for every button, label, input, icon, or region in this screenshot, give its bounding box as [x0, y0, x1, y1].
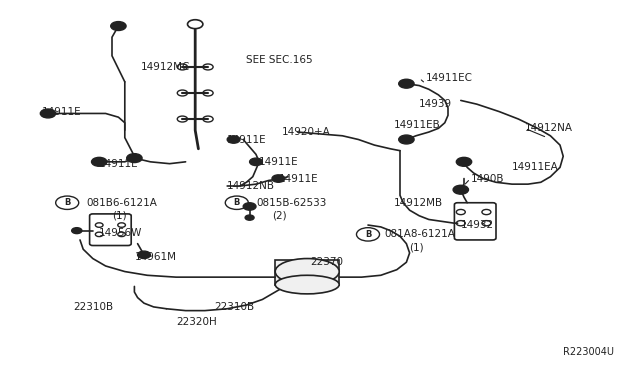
Text: 081A8-6121A: 081A8-6121A	[384, 230, 455, 239]
Text: 14920+A: 14920+A	[282, 127, 330, 137]
Circle shape	[245, 215, 254, 220]
Text: 14912MC: 14912MC	[141, 62, 190, 72]
Text: 14961M: 14961M	[134, 252, 177, 262]
Text: 14912NA: 14912NA	[525, 124, 573, 133]
Text: 14939: 14939	[419, 99, 452, 109]
Text: 14911E: 14911E	[99, 159, 139, 169]
Text: (1): (1)	[112, 211, 127, 221]
Circle shape	[399, 135, 414, 144]
Text: 1490B: 1490B	[470, 174, 504, 183]
Circle shape	[250, 158, 262, 166]
Text: 22310B: 22310B	[74, 302, 114, 312]
Circle shape	[456, 157, 472, 166]
Circle shape	[127, 154, 142, 163]
Text: 14911E: 14911E	[259, 157, 299, 167]
Circle shape	[92, 157, 107, 166]
Circle shape	[272, 175, 285, 182]
Circle shape	[453, 185, 468, 194]
Text: (1): (1)	[410, 243, 424, 252]
Circle shape	[399, 79, 414, 88]
Text: B: B	[64, 198, 70, 207]
Ellipse shape	[275, 275, 339, 294]
Ellipse shape	[275, 259, 339, 285]
Text: 22320H: 22320H	[176, 317, 217, 327]
FancyBboxPatch shape	[275, 260, 339, 285]
Circle shape	[227, 136, 240, 143]
Text: 14932: 14932	[461, 220, 494, 230]
Circle shape	[72, 228, 82, 234]
Text: 22370: 22370	[310, 257, 344, 267]
Text: (2): (2)	[272, 211, 287, 221]
Text: 14911EA: 14911EA	[512, 163, 559, 172]
Circle shape	[138, 251, 150, 259]
Text: R223004U: R223004U	[563, 347, 614, 357]
Text: 14911E: 14911E	[227, 135, 267, 144]
Text: 081B6-6121A: 081B6-6121A	[86, 198, 157, 208]
Text: 14912MB: 14912MB	[394, 198, 443, 208]
Text: 22310B: 22310B	[214, 302, 255, 312]
Text: 14911E: 14911E	[42, 107, 81, 116]
Text: 14956W: 14956W	[99, 228, 143, 237]
Text: 14911E: 14911E	[278, 174, 318, 183]
Text: SEE SEC.165: SEE SEC.165	[246, 55, 313, 64]
Circle shape	[111, 22, 126, 31]
Text: 14912NB: 14912NB	[227, 181, 275, 191]
Text: B: B	[365, 230, 371, 239]
Circle shape	[243, 203, 256, 210]
Text: 14911EC: 14911EC	[426, 73, 472, 83]
Text: 14911EB: 14911EB	[394, 120, 440, 129]
Text: B: B	[234, 198, 240, 207]
Circle shape	[40, 109, 56, 118]
Text: 0815B-62533: 0815B-62533	[256, 198, 326, 208]
